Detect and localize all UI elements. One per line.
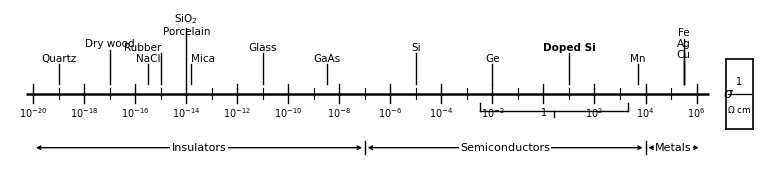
- Text: Ag: Ag: [677, 39, 690, 49]
- Text: Mica: Mica: [191, 54, 215, 64]
- Text: $10^{-20}$: $10^{-20}$: [19, 106, 48, 120]
- Text: $10^{-16}$: $10^{-16}$: [121, 106, 150, 120]
- Text: GaAs: GaAs: [313, 54, 340, 64]
- Text: $10^{2}$: $10^{2}$: [585, 106, 604, 120]
- Text: $10^{-8}$: $10^{-8}$: [327, 106, 352, 120]
- Text: Fe: Fe: [678, 28, 690, 38]
- Text: $10^{4}$: $10^{4}$: [636, 106, 655, 120]
- Text: SiO$_2$: SiO$_2$: [174, 13, 198, 26]
- Text: Rubber: Rubber: [124, 43, 161, 53]
- Text: $10^{-10}$: $10^{-10}$: [274, 106, 303, 120]
- Text: Porcelain: Porcelain: [163, 27, 210, 37]
- Text: Mn: Mn: [630, 54, 646, 64]
- Text: Ge: Ge: [485, 54, 500, 64]
- Text: Cu: Cu: [677, 50, 690, 61]
- Text: Dry wood: Dry wood: [85, 39, 134, 49]
- Text: $\sigma$: $\sigma$: [723, 87, 734, 101]
- Text: Si: Si: [411, 43, 421, 53]
- Text: $10^{-12}$: $10^{-12}$: [223, 106, 251, 120]
- Text: Quartz: Quartz: [41, 54, 76, 64]
- Text: $10^{-18}$: $10^{-18}$: [70, 106, 98, 120]
- Text: $10^{6}$: $10^{6}$: [687, 106, 706, 120]
- Text: Insulators: Insulators: [172, 143, 227, 153]
- Text: Metals: Metals: [655, 143, 692, 153]
- Text: $10^{-14}$: $10^{-14}$: [172, 106, 200, 120]
- Text: $\Omega$ cm: $\Omega$ cm: [727, 104, 752, 115]
- Text: Doped Si: Doped Si: [543, 43, 595, 53]
- Text: Glass: Glass: [249, 43, 277, 53]
- Text: NaCl: NaCl: [136, 54, 161, 64]
- Text: $1$: $1$: [540, 106, 547, 118]
- Text: Semiconductors: Semiconductors: [460, 143, 550, 153]
- Text: $10^{-6}$: $10^{-6}$: [379, 106, 402, 120]
- Text: 1: 1: [737, 77, 743, 87]
- Text: $10^{-4}$: $10^{-4}$: [429, 106, 454, 120]
- Text: $10^{-2}$: $10^{-2}$: [481, 106, 505, 120]
